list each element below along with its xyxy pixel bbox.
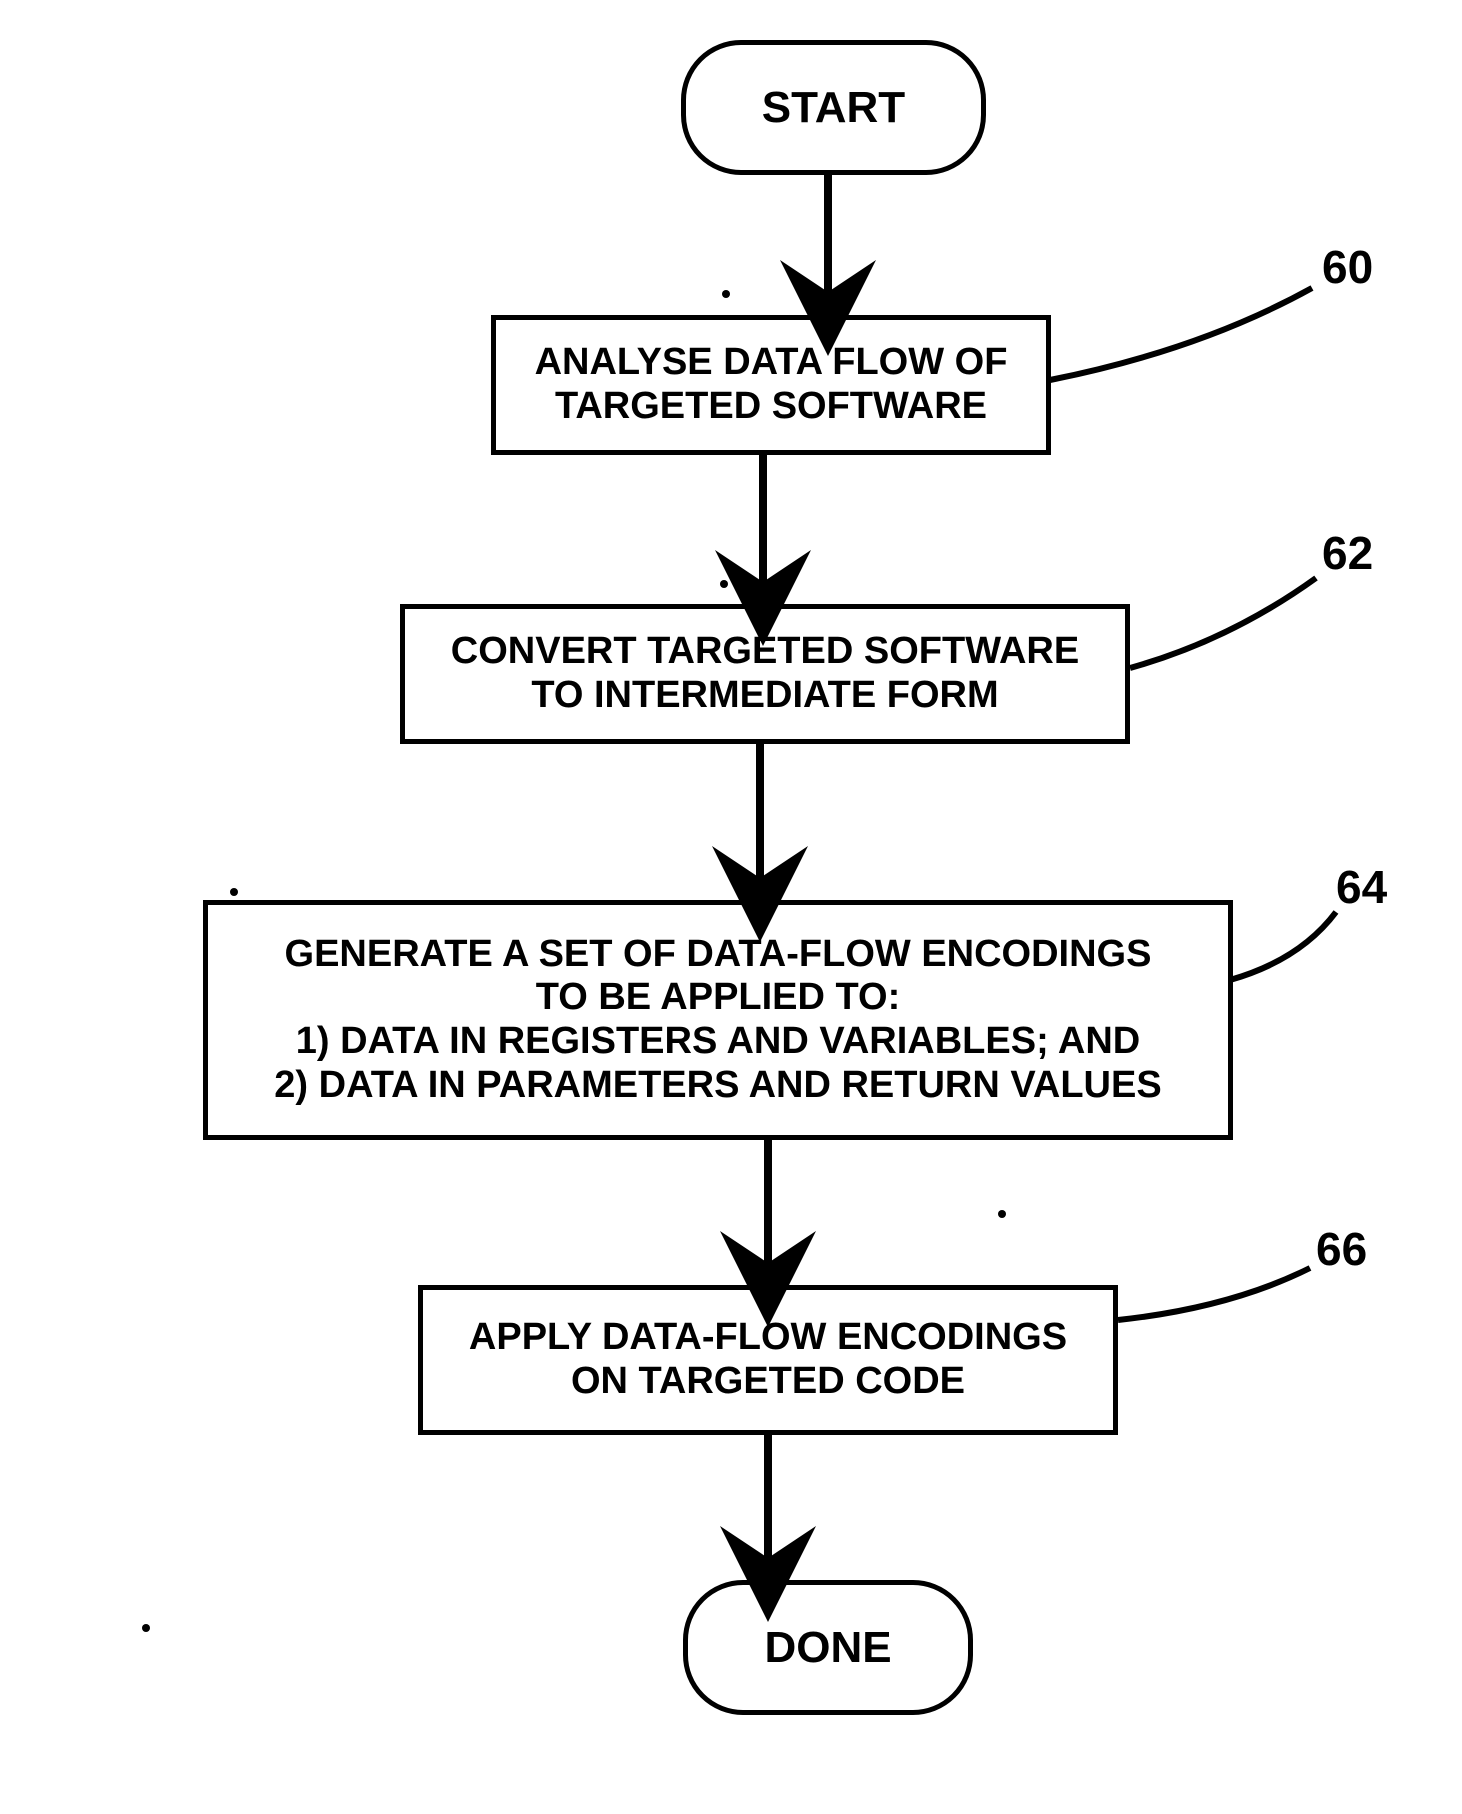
leader-64 <box>1230 912 1336 980</box>
speck <box>722 290 730 298</box>
ref-label-64-text: 64 <box>1336 861 1387 913</box>
process-66-text: APPLY DATA-FLOW ENCODINGSON TARGETED COD… <box>469 1316 1067 1403</box>
process-60: ANALYSE DATA FLOW OFTARGETED SOFTWARE <box>491 315 1051 455</box>
terminator-start-text: START <box>762 83 905 133</box>
terminator-done: DONE <box>683 1580 973 1715</box>
speck <box>998 1210 1006 1218</box>
process-62: CONVERT TARGETED SOFTWARETO INTERMEDIATE… <box>400 604 1130 744</box>
process-64: GENERATE A SET OF DATA-FLOW ENCODINGSTO … <box>203 900 1233 1140</box>
terminator-start: START <box>681 40 986 175</box>
speck <box>142 1624 150 1632</box>
ref-label-62: 62 <box>1322 526 1373 580</box>
terminator-done-text: DONE <box>764 1623 891 1673</box>
leader-62 <box>1130 578 1316 668</box>
ref-label-62-text: 62 <box>1322 527 1373 579</box>
speck <box>230 888 238 896</box>
process-64-text: GENERATE A SET OF DATA-FLOW ENCODINGSTO … <box>274 933 1161 1108</box>
process-62-text: CONVERT TARGETED SOFTWARETO INTERMEDIATE… <box>451 630 1079 717</box>
process-66: APPLY DATA-FLOW ENCODINGSON TARGETED COD… <box>418 1285 1118 1435</box>
speck <box>720 580 728 588</box>
process-60-text: ANALYSE DATA FLOW OFTARGETED SOFTWARE <box>535 341 1008 428</box>
leader-66 <box>1118 1268 1310 1320</box>
ref-label-66: 66 <box>1316 1222 1367 1276</box>
ref-label-60: 60 <box>1322 240 1373 294</box>
ref-label-64: 64 <box>1336 860 1387 914</box>
leader-60 <box>1050 288 1312 380</box>
flowchart-canvas: START ANALYSE DATA FLOW OFTARGETED SOFTW… <box>0 0 1462 1814</box>
ref-label-66-text: 66 <box>1316 1223 1367 1275</box>
ref-label-60-text: 60 <box>1322 241 1373 293</box>
